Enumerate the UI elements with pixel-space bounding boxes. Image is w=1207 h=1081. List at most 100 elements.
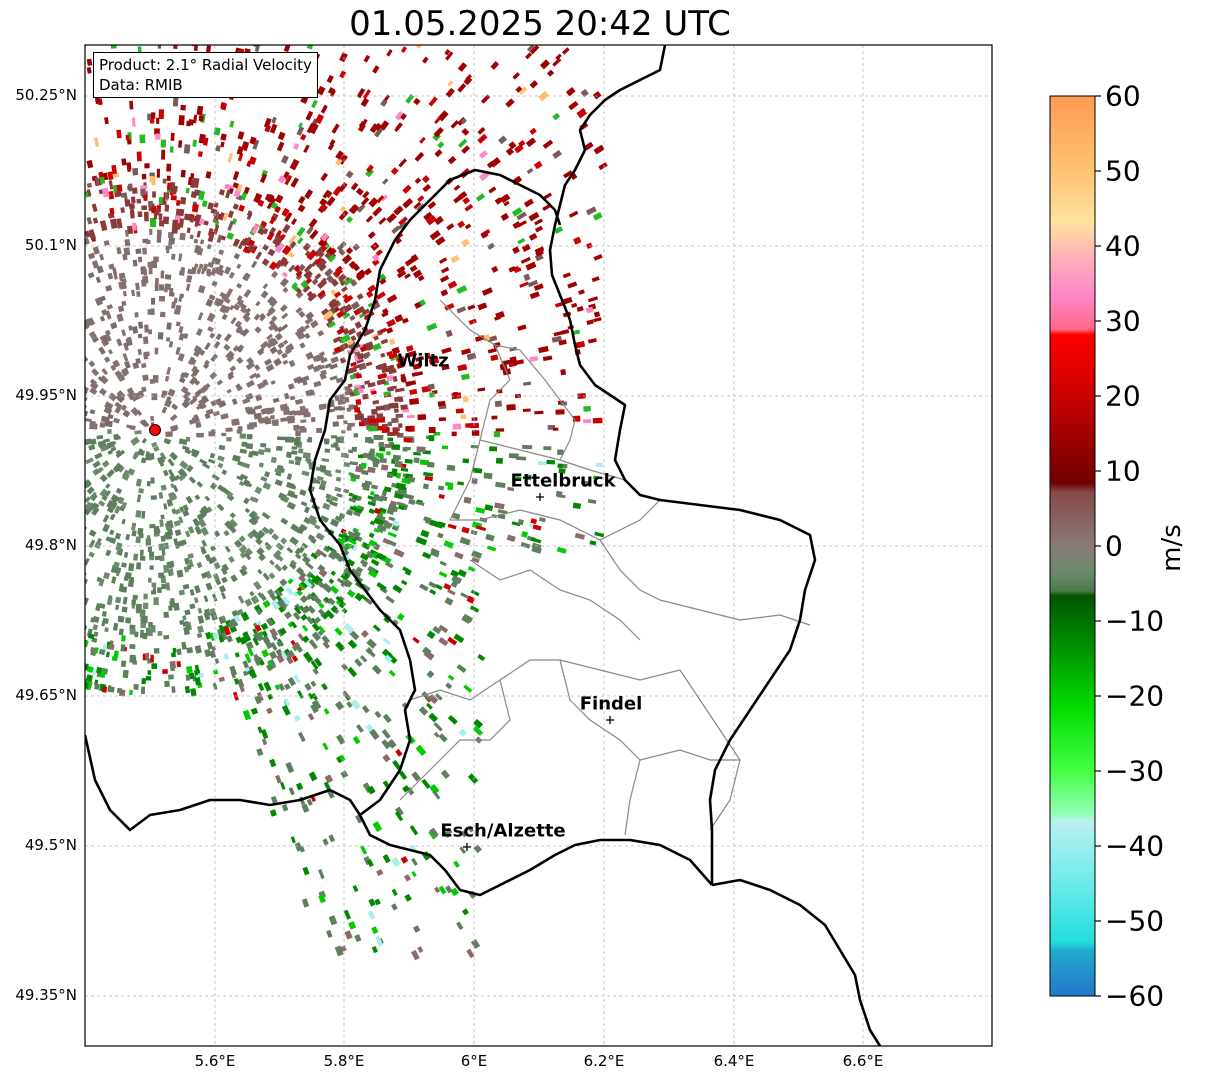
radar-echo-bin [516,211,527,221]
radar-echo-bin [307,517,318,526]
radar-echo-bin [110,498,118,507]
radar-echo-bin [470,939,481,950]
radar-echo-bin [301,624,309,632]
radar-echo-bin [161,406,168,414]
radar-echo-bin [112,622,119,631]
radar-echo-bin [151,441,158,448]
radar-echo-bin [391,444,401,450]
radar-echo-bin [196,481,204,488]
radar-echo-bin [207,326,214,333]
radar-echo-bin [327,789,335,799]
radar-echo-bin [170,424,179,431]
radar-echo-bin [486,160,495,169]
radar-echo-bin [306,226,314,235]
radar-echo-bin [531,545,542,554]
radar-echo-bin [451,575,462,585]
radar-echo-bin [255,300,261,307]
radar-echo-bin [123,360,131,369]
radar-echo-bin [130,436,140,446]
radar-echo-bin [103,572,111,580]
radar-echo-bin [103,356,111,363]
radar-echo-bin [529,355,539,363]
radar-echo-bin [552,427,559,431]
radar-echo-bin [121,300,127,307]
radar-echo-bin [177,540,185,547]
radar-echo-bin [257,529,266,538]
radar-echo-bin [168,469,175,477]
radar-echo-bin [552,149,562,159]
radar-echo-bin [434,116,442,125]
radar-echo-bin [193,379,201,386]
radar-echo-bin [373,335,379,341]
radar-echo-bin [107,429,112,434]
radar-echo-bin [315,258,327,270]
radar-echo-bin [592,417,603,424]
radar-echo-bin [125,617,132,624]
radar-echo-bin [286,649,295,659]
radar-echo-bin [111,576,117,584]
radar-echo-bin [119,276,123,282]
radar-echo-bin [290,177,299,188]
radar-echo-bin [99,253,105,261]
radar-echo-bin [372,206,383,217]
radar-echo-bin [85,457,94,465]
radar-echo-bin [88,551,95,558]
radar-echo-bin [400,467,409,472]
radar-echo-bin [229,120,235,128]
radar-echo-bin [114,532,122,540]
radar-echo-bin [413,451,421,456]
radar-echo-bin [208,294,216,301]
radar-echo-bin [391,346,401,355]
radar-echo-bin [160,139,167,148]
radar-echo-bin [299,571,307,578]
radar-echo-bin [191,450,199,458]
radar-echo-bin [296,377,304,384]
radar-echo-bin [357,387,364,394]
colorbar-ticks [1095,95,1101,997]
radar-echo-bin [159,452,167,461]
radar-echo-bin [381,464,389,471]
radar-echo-bin [417,195,425,203]
radar-echo-bin [395,110,404,121]
radar-echo-bin [295,430,301,437]
radar-echo-bin [272,237,279,245]
radar-echo-bin [97,467,103,473]
radar-echo-bin [438,733,448,743]
radar-echo-bin [275,542,285,551]
radar-echo-bin [201,462,211,470]
radar-echo-bin [175,208,182,217]
radar-echo-bin [308,534,316,541]
radar-echo-bin [326,74,334,84]
radar-echo-bin [127,166,131,172]
radar-echo-bin [132,326,139,334]
radar-echo-bin [438,571,448,578]
radar-echo-bin [283,392,290,400]
radar-echo-bin [223,529,230,537]
radar-echo-bin [426,702,433,710]
radar-echo-bin [400,579,408,586]
radar-echo-bin [165,582,171,591]
radar-echo-bin [138,321,144,329]
radar-echo-bin [89,491,97,500]
radar-echo-bin [435,236,446,246]
radar-echo-bin [283,698,291,707]
radar-echo-bin [205,298,214,307]
radar-echo-bin [273,357,282,367]
radar-echo-bin [553,330,563,337]
radar-echo-bin [393,493,404,500]
radar-echo-bin [274,563,283,572]
radar-echo-bin [151,663,158,670]
radar-echo-bin [367,302,374,308]
radar-echo-bin [189,376,198,386]
radar-echo-bin [188,418,197,425]
radar-echo-bin [376,195,385,204]
radar-echo-bin [434,886,441,894]
radar-echo-bin [147,309,154,315]
radar-echo-bin [278,683,285,691]
radar-echo-bin [426,461,435,468]
radar-echo-bin [567,281,578,289]
radar-echo-bin [386,49,393,57]
radar-echo-bin [218,616,225,624]
radar-echo-bin [500,193,511,204]
radar-echo-bin [200,546,207,554]
